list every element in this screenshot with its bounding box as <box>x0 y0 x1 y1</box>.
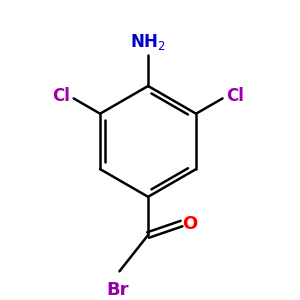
Text: Br: Br <box>106 281 129 299</box>
Text: Cl: Cl <box>52 88 70 106</box>
Text: NH$_2$: NH$_2$ <box>130 32 166 52</box>
Text: Cl: Cl <box>226 88 244 106</box>
Text: O: O <box>182 214 198 232</box>
